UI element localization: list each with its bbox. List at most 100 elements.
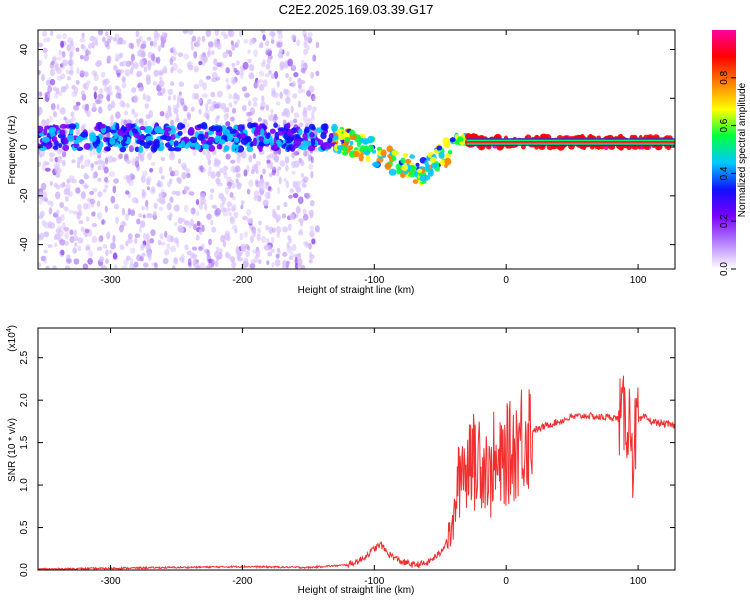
noise-speckle bbox=[92, 187, 98, 193]
noise-speckle bbox=[222, 170, 227, 175]
noise-speckle bbox=[92, 102, 96, 111]
noise-speckle bbox=[228, 212, 232, 217]
noise-speckle bbox=[56, 209, 60, 215]
noise-speckle bbox=[191, 35, 197, 42]
noise-speckle bbox=[265, 50, 269, 56]
noise-speckle bbox=[136, 39, 140, 48]
noise-speckle bbox=[79, 179, 85, 185]
noise-speckle bbox=[38, 91, 41, 97]
noise-speckle bbox=[107, 155, 114, 163]
noise-speckle bbox=[65, 83, 69, 90]
noise-speckle bbox=[216, 90, 223, 98]
noise-speckle bbox=[78, 220, 84, 225]
spectral-band-cell bbox=[62, 144, 70, 151]
noise-speckle bbox=[297, 196, 304, 205]
noise-speckle bbox=[198, 60, 203, 66]
noise-speckle bbox=[231, 204, 237, 212]
spectral-band-cell bbox=[386, 145, 393, 153]
spectral-band-cell bbox=[286, 129, 295, 137]
noise-speckle bbox=[86, 80, 91, 85]
noise-speckle bbox=[278, 48, 283, 55]
noise-speckle bbox=[302, 208, 307, 215]
spectral-band-cell bbox=[304, 126, 310, 134]
noise-speckle bbox=[246, 188, 251, 195]
noise-speckle bbox=[231, 107, 237, 114]
noise-speckle bbox=[283, 88, 289, 95]
noise-speckle bbox=[85, 50, 91, 56]
noise-speckle bbox=[59, 201, 65, 209]
noise-speckle bbox=[181, 172, 187, 180]
spectral-band-cell bbox=[173, 147, 182, 152]
spectral-band-cell bbox=[50, 127, 57, 133]
noise-speckle bbox=[222, 51, 228, 59]
noise-speckle bbox=[202, 150, 207, 156]
spectral-band-cell bbox=[220, 139, 226, 145]
noise-speckle bbox=[135, 198, 139, 204]
noise-speckle bbox=[241, 247, 247, 253]
noise-speckle bbox=[285, 89, 291, 98]
noise-speckle bbox=[177, 68, 183, 74]
noise-speckle bbox=[211, 226, 217, 233]
noise-speckle bbox=[312, 106, 317, 112]
noise-speckle bbox=[96, 246, 103, 251]
noise-speckle bbox=[292, 181, 299, 189]
spectral-band-cell bbox=[208, 144, 216, 152]
noise-speckle bbox=[99, 256, 104, 263]
noise-speckle bbox=[108, 90, 113, 96]
noise-speckle bbox=[311, 238, 316, 245]
noise-speckle bbox=[248, 72, 255, 80]
noise-speckle bbox=[141, 206, 145, 211]
noise-speckle bbox=[177, 217, 183, 224]
noise-speckle bbox=[243, 257, 249, 264]
noise-speckle bbox=[73, 258, 80, 265]
noise-speckle bbox=[198, 79, 204, 87]
noise-speckle bbox=[236, 39, 240, 45]
noise-speckle bbox=[48, 152, 55, 158]
noise-speckle bbox=[197, 36, 201, 42]
noise-speckle bbox=[303, 40, 308, 49]
noise-speckle bbox=[147, 152, 153, 161]
noise-speckle bbox=[288, 194, 293, 199]
noise-speckle bbox=[186, 172, 191, 179]
noise-speckle bbox=[285, 96, 291, 104]
spectral-band-cell bbox=[180, 140, 186, 148]
noise-speckle bbox=[173, 50, 178, 57]
noise-speckle bbox=[69, 229, 74, 236]
noise-speckle bbox=[262, 181, 268, 190]
noise-speckle bbox=[232, 78, 236, 85]
noise-speckle bbox=[39, 199, 43, 205]
noise-speckle bbox=[145, 74, 151, 81]
colorbar-tick-label: 0.8 bbox=[719, 70, 730, 84]
noise-speckle bbox=[211, 50, 215, 56]
spectrogram-x-tick-label: 100 bbox=[630, 275, 647, 286]
spectral-band-cell bbox=[367, 144, 375, 153]
spectral-band-cell bbox=[131, 128, 138, 134]
noise-speckle bbox=[283, 177, 287, 183]
spectral-band-cell bbox=[265, 133, 270, 140]
noise-speckle bbox=[200, 196, 206, 205]
noise-speckle bbox=[297, 100, 302, 108]
colorbar-tick-label: 0.6 bbox=[719, 118, 730, 132]
noise-speckle bbox=[246, 209, 252, 216]
noise-speckle bbox=[104, 157, 109, 165]
snr-x-tick-label: 0 bbox=[503, 576, 509, 587]
noise-speckle bbox=[38, 42, 43, 48]
noise-speckle bbox=[190, 207, 196, 215]
noise-speckle bbox=[254, 163, 258, 170]
noise-speckle bbox=[159, 111, 165, 117]
noise-speckle bbox=[230, 256, 236, 263]
noise-speckle bbox=[158, 166, 163, 175]
noise-speckle bbox=[300, 63, 306, 69]
noise-speckle bbox=[63, 226, 70, 232]
snr-y-tick-label: 0.0 bbox=[19, 563, 30, 577]
spectral-band-cell bbox=[425, 163, 430, 171]
noise-speckle bbox=[284, 107, 289, 114]
noise-speckle bbox=[308, 209, 314, 217]
spectral-band-cell bbox=[320, 132, 327, 140]
noise-speckle bbox=[77, 245, 82, 252]
spectral-band-cell bbox=[273, 122, 278, 128]
noise-speckle bbox=[97, 177, 102, 182]
noise-speckle bbox=[67, 37, 74, 44]
noise-speckle bbox=[222, 240, 227, 248]
